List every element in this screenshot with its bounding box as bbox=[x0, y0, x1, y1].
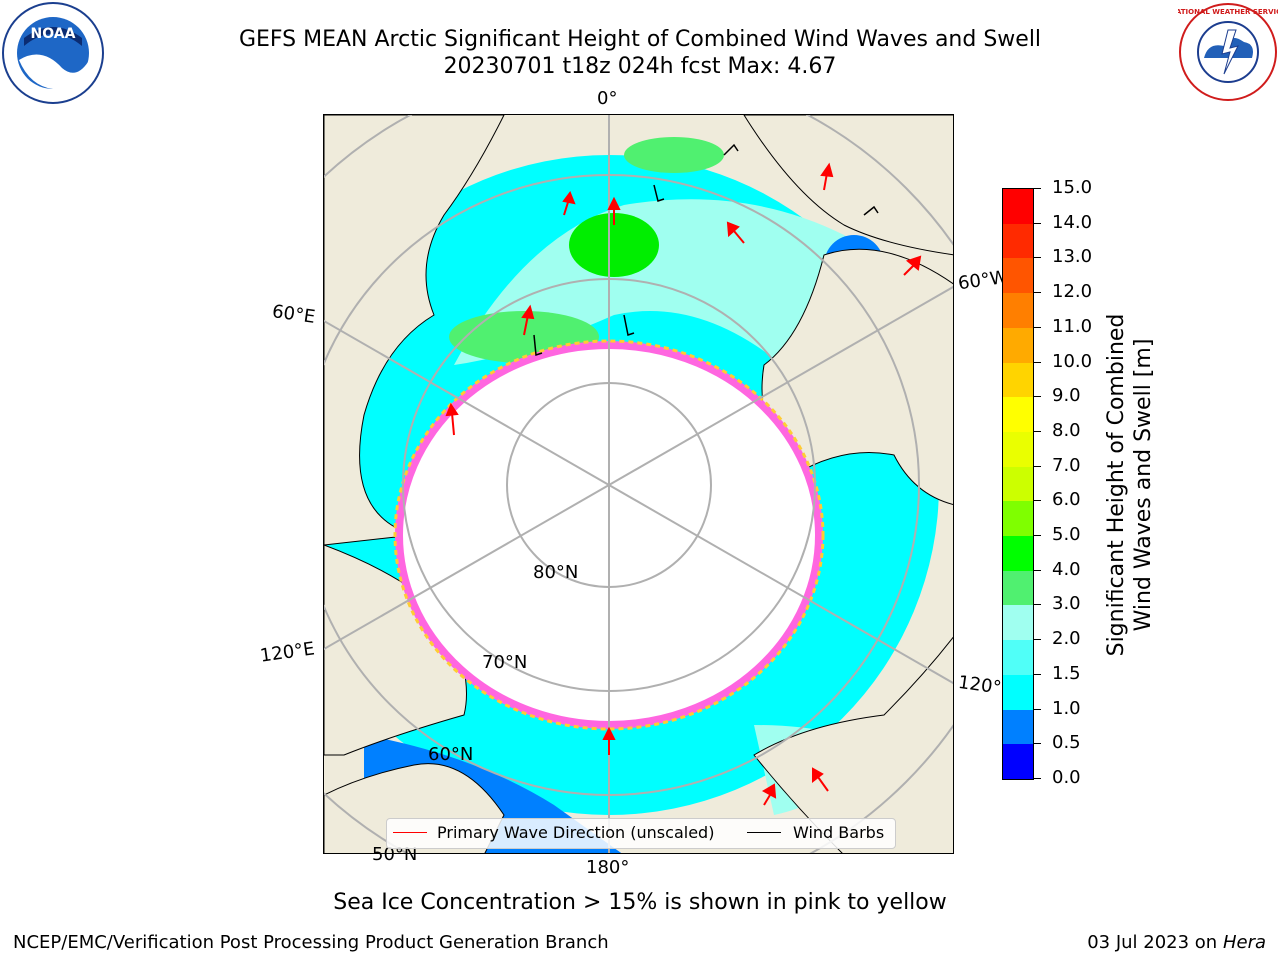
wave-direction-arrows bbox=[445, 162, 922, 806]
colorbar-segment bbox=[1003, 709, 1033, 745]
colorbar-segment bbox=[1003, 397, 1033, 433]
land-scandinavia-europe bbox=[324, 115, 505, 546]
colorbar-tick-label: 7.0 bbox=[1052, 454, 1081, 476]
polar-map bbox=[323, 114, 954, 854]
colorbar-segment bbox=[1003, 223, 1033, 259]
colorbar-tick-mark bbox=[1034, 292, 1041, 294]
colorbar-tick-label: 0.5 bbox=[1052, 732, 1081, 754]
colorbar-tick-label: 6.0 bbox=[1052, 489, 1081, 511]
colorbar-tick-label: 11.0 bbox=[1052, 315, 1093, 337]
colorbar-tick-mark bbox=[1034, 326, 1041, 328]
colorbar-tick-mark bbox=[1034, 535, 1041, 537]
noaa-logo-text: NOAA bbox=[31, 26, 76, 42]
lat-label-80n: 80°N bbox=[533, 562, 579, 583]
chart-title: GEFS MEAN Arctic Significant Height of C… bbox=[238, 27, 1042, 52]
swell-peak-atlantic bbox=[624, 137, 724, 173]
colorbar-tick-mark bbox=[1034, 673, 1041, 675]
colorbar-tick-mark bbox=[1034, 569, 1041, 571]
colorbar-tick-mark bbox=[1034, 708, 1041, 710]
lat-label-60n: 60°N bbox=[428, 744, 474, 765]
generation-date-text: 03 Jul 2023 on bbox=[1087, 932, 1223, 953]
wave-direction-legend-label: Primary Wave Direction (unscaled) bbox=[437, 823, 715, 842]
lon-label-60e: 60°E bbox=[270, 301, 317, 328]
graticule bbox=[324, 115, 953, 853]
colorbar-segment bbox=[1003, 362, 1033, 398]
colorbar-segment bbox=[1003, 605, 1033, 641]
colorbar-segment bbox=[1003, 640, 1033, 676]
map-legend: Primary Wave Direction (unscaled) Wind B… bbox=[386, 818, 896, 849]
colorbar-segment bbox=[1003, 570, 1033, 606]
colorbar-tick-label: 0.0 bbox=[1052, 767, 1081, 788]
colorbar-label-line1: Significant Height of Combined bbox=[1104, 313, 1129, 657]
sea-ice-edge bbox=[393, 339, 825, 731]
sea-ice-note: Sea Ice Concentration > 15% is shown in … bbox=[333, 890, 947, 915]
colorbar-tick-label: 1.5 bbox=[1052, 662, 1081, 684]
colorbar-tick-label: 14.0 bbox=[1052, 211, 1093, 233]
chart-subtitle: 20230701 t18z 024h fcst Max: 4.67 bbox=[443, 54, 837, 79]
generation-date: 03 Jul 2023 on Hera bbox=[1087, 932, 1266, 953]
lat-label-50n: 50°N bbox=[372, 844, 418, 865]
colorbar-tick-label: 9.0 bbox=[1052, 385, 1081, 407]
colorbar-segment bbox=[1003, 674, 1033, 710]
colorbar-tick-mark bbox=[1034, 500, 1041, 502]
colorbar-tick-mark bbox=[1034, 639, 1041, 641]
colorbar-tick-label: 3.0 bbox=[1052, 593, 1081, 615]
colorbar-tick-mark bbox=[1034, 188, 1041, 189]
colorbar-tick-mark bbox=[1034, 396, 1041, 398]
colorbar-segment bbox=[1003, 293, 1033, 329]
colorbar-tick-label: 5.0 bbox=[1052, 524, 1081, 546]
colorbar-tick-mark bbox=[1034, 743, 1041, 745]
colorbar-tick-mark bbox=[1034, 604, 1041, 606]
colorbar-segment bbox=[1003, 501, 1033, 537]
colorbar-tick-label: 10.0 bbox=[1052, 350, 1093, 372]
colorbar-segment bbox=[1003, 744, 1033, 780]
swell-peak-norwegian-sea bbox=[569, 213, 659, 277]
colorbar-segment bbox=[1003, 258, 1033, 294]
lon-label-top: 0° bbox=[597, 88, 618, 109]
colorbar-segment bbox=[1003, 466, 1033, 502]
noaa-logo: NOAA bbox=[2, 2, 104, 104]
wind-barb-legend-label: Wind Barbs bbox=[793, 823, 885, 842]
map-canvas bbox=[324, 115, 953, 853]
colorbar-tick-mark bbox=[1034, 257, 1041, 259]
colorbar-tick-label: 13.0 bbox=[1052, 246, 1093, 268]
colorbar-segment bbox=[1003, 189, 1033, 224]
colorbar-tick-label: 2.0 bbox=[1052, 628, 1081, 650]
wind-barbs bbox=[533, 143, 879, 357]
colorbar-tick-label: 15.0 bbox=[1052, 177, 1093, 198]
colorbar-segment bbox=[1003, 536, 1033, 572]
colorbar-segment bbox=[1003, 431, 1033, 467]
producer-credit: NCEP/EMC/Verification Post Processing Pr… bbox=[13, 932, 609, 953]
nws-logo-text: NATIONAL WEATHER SERVICE bbox=[1178, 8, 1278, 16]
land-greenland-edge bbox=[743, 115, 953, 256]
colorbar-tick-mark bbox=[1034, 361, 1041, 363]
colorbar-segment bbox=[1003, 327, 1033, 363]
wave-direction-legend-line bbox=[393, 832, 427, 833]
colorbar-tick-mark bbox=[1034, 430, 1041, 432]
land-siberia bbox=[324, 544, 467, 756]
colorbar-tick-label: 12.0 bbox=[1052, 281, 1093, 303]
lat-label-70n: 70°N bbox=[482, 652, 528, 673]
generation-host: Hera bbox=[1222, 932, 1266, 953]
colorbar bbox=[1002, 188, 1034, 780]
colorbar-tick-label: 1.0 bbox=[1052, 697, 1081, 719]
wind-barb-legend-line bbox=[747, 832, 781, 833]
colorbar-label: Significant Height of Combined Wind Wave… bbox=[1103, 314, 1157, 657]
lon-label-120e: 120°E bbox=[258, 638, 316, 667]
colorbar-tick-label: 4.0 bbox=[1052, 558, 1081, 580]
colorbar-tick-mark bbox=[1034, 778, 1041, 779]
nws-logo: NATIONAL WEATHER SERVICE bbox=[1170, 2, 1280, 102]
colorbar-tick-mark bbox=[1034, 222, 1041, 224]
colorbar-tick-mark bbox=[1034, 465, 1041, 467]
colorbar-label-line2: Wind Waves and Swell [m] bbox=[1131, 338, 1156, 632]
lon-label-bottom: 180° bbox=[586, 857, 630, 878]
colorbar-tick-label: 8.0 bbox=[1052, 419, 1081, 441]
